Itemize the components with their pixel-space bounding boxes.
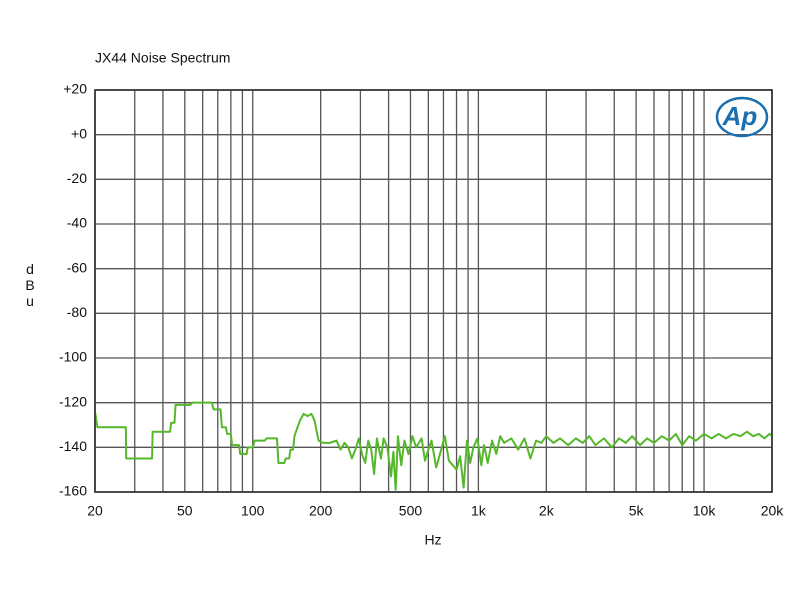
x-tick-label: 10k [693,503,717,519]
y-tick-label: +20 [63,81,87,97]
x-tick-label: 20 [87,503,103,519]
y-axis-label: dBu [22,261,38,309]
x-tick-label: 20k [761,503,785,519]
y-tick-label: -160 [59,483,87,499]
logo-text: Ap [722,101,758,131]
y-tick-label: -60 [67,259,87,275]
x-axis-label: Hz [424,532,441,548]
x-tick-label: 2k [539,503,555,519]
y-tick-label: -40 [67,215,87,231]
x-tick-label: 50 [177,503,193,519]
plot-border [94,89,773,493]
x-tick-label: 200 [309,503,333,519]
y-tick-label: -100 [59,349,87,365]
plot-area [94,89,773,493]
x-tick-label: 1k [471,503,487,519]
series-line [94,401,773,491]
x-tick-label: 100 [241,503,265,519]
y-tick-label: -20 [67,170,87,186]
logo-ring [715,96,769,138]
y-tick-label: -140 [59,438,87,454]
x-tick-label: 500 [399,503,423,519]
x-tick-label: 5k [629,503,645,519]
y-tick-label: -80 [67,304,87,320]
y-tick-label: -120 [59,393,87,409]
chart-title: JX44 Noise Spectrum [95,50,230,66]
y-tick-label: +0 [71,125,87,141]
logo: Ap [715,96,769,138]
